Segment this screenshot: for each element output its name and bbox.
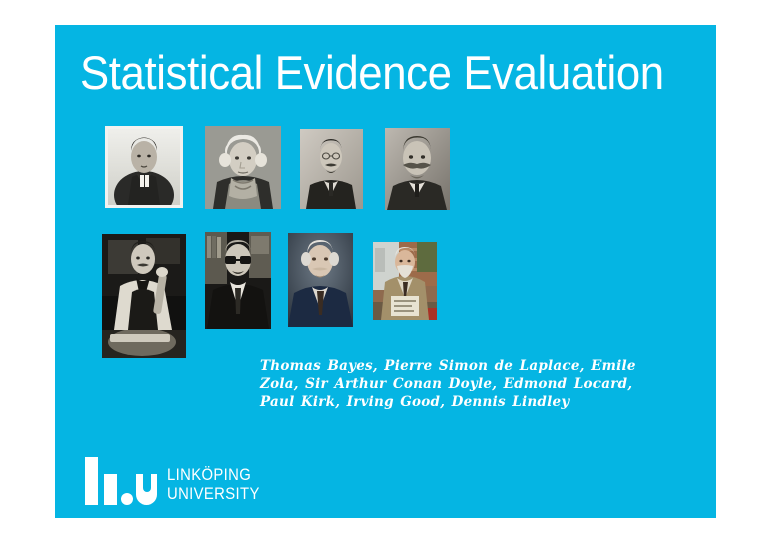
portrait-image-pierre-simon-de-laplace bbox=[205, 126, 281, 209]
portrait-image-dennis-lindley bbox=[373, 242, 437, 320]
logo-letter-u-notch bbox=[142, 474, 151, 492]
liu-wordmark-icon bbox=[85, 457, 157, 505]
caption-line-3: Paul Kirk, Irving Good, Dennis Lindley bbox=[260, 394, 570, 411]
portrait-dennis-lindley bbox=[373, 242, 437, 320]
portrait-caption: Thomas Bayes, Pierre Simon de Laplace, E… bbox=[260, 357, 680, 412]
portrait-emile-zola bbox=[300, 129, 363, 209]
liu-logo-wordmark-text: LINKÖPING UNIVERSITY bbox=[167, 466, 260, 505]
page-title: Statistical Evidence Evaluation bbox=[80, 46, 664, 99]
liu-logo: LINKÖPING UNIVERSITY bbox=[85, 445, 270, 505]
portrait-image-emile-zola bbox=[300, 129, 363, 209]
logo-letter-l bbox=[85, 457, 98, 505]
presentation-slide: Statistical Evidence Evaluation bbox=[55, 25, 716, 518]
portrait-image-paul-kirk bbox=[205, 232, 271, 329]
logo-line-linkoping: LINKÖPING bbox=[167, 466, 252, 484]
portrait-image-thomas-bayes bbox=[108, 129, 180, 205]
caption-line-1: Thomas Bayes, Pierre Simon de Laplace, E… bbox=[260, 358, 636, 374]
portrait-pierre-simon-de-laplace bbox=[205, 126, 281, 209]
portrait-thomas-bayes bbox=[105, 126, 183, 208]
logo-line-university: UNIVERSITY bbox=[167, 484, 260, 503]
portrait-image-sir-arthur-conan-doyle bbox=[385, 128, 450, 210]
portrait-irving-good bbox=[288, 233, 353, 327]
caption-line-2: Zola, Sir Arthur Conan Doyle, Edmond Loc… bbox=[260, 376, 633, 393]
logo-dot bbox=[121, 493, 133, 505]
logo-letter-u bbox=[136, 474, 157, 505]
portrait-sir-arthur-conan-doyle bbox=[385, 128, 450, 210]
portrait-image-irving-good bbox=[288, 233, 353, 327]
portrait-image-edmond-locard bbox=[102, 234, 186, 358]
portrait-edmond-locard bbox=[102, 234, 186, 358]
logo-letter-i-stem bbox=[104, 474, 117, 505]
portrait-paul-kirk bbox=[205, 232, 271, 329]
